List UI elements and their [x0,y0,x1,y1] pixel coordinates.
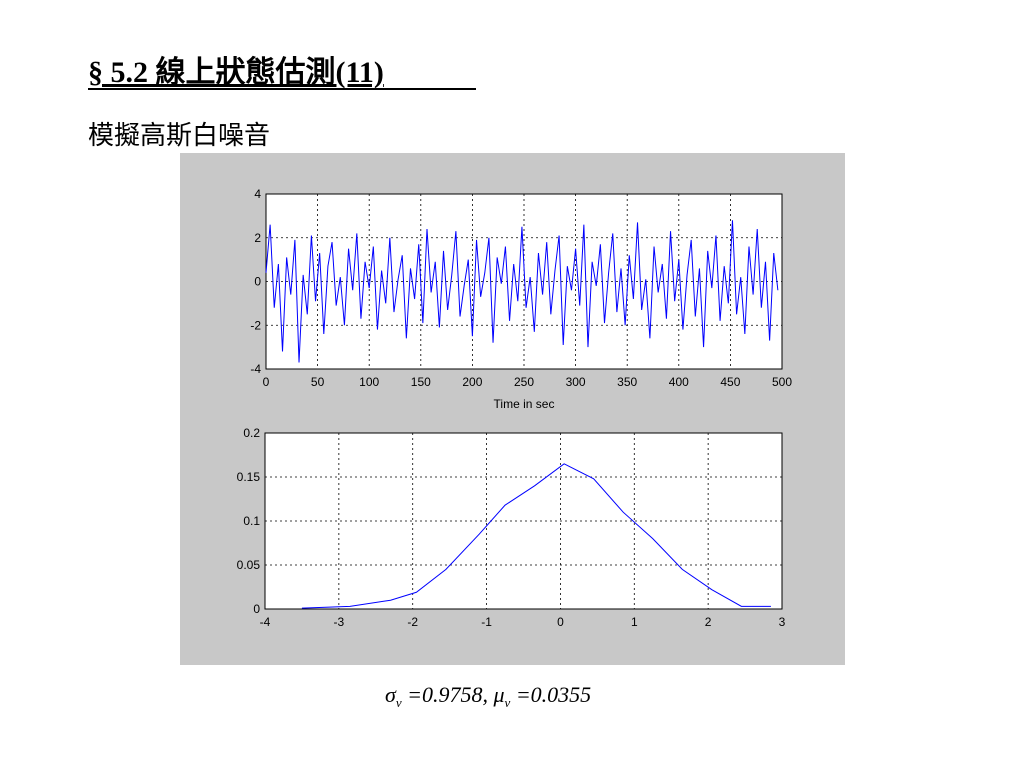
x-tick-label: 0 [263,375,270,389]
x-tick-label: 200 [462,375,482,389]
slide-subtitle: 模擬高斯白噪音 [88,121,270,150]
caption-part: =0.0355 [510,682,591,707]
x-axis-label: Time in sec [494,397,555,411]
plot-area [264,432,783,610]
y-tick-label: 0.05 [237,558,261,572]
y-tick-label: -4 [250,362,261,376]
x-tick-label: 400 [669,375,689,389]
x-tick-label: 100 [359,375,379,389]
data-line [265,220,779,363]
x-tick-label: 500 [772,375,792,389]
x-tick-label: 2 [705,615,712,629]
x-tick-label: -3 [334,615,345,629]
caption-part: σ [385,682,397,707]
x-tick-label: 3 [779,615,786,629]
slide-title: § 5.2 線上狀態估測(11) [88,55,384,89]
y-tick-label: -2 [250,318,261,332]
caption: σv =0.9758, μv =0.0355 [385,682,591,710]
y-tick-label: 0.1 [243,514,260,528]
x-tick-label: 350 [617,375,637,389]
y-tick-label: 0.15 [237,470,261,484]
x-tick-label: 1 [631,615,638,629]
x-tick-label: 150 [411,375,431,389]
y-tick-label: 0.2 [243,426,260,440]
y-tick-label: 0 [254,275,261,289]
caption-part: =0.9758, [402,682,494,707]
x-tick-label: 0 [557,615,564,629]
x-tick-label: 300 [566,375,586,389]
data-line [301,463,771,609]
x-tick-label: -4 [260,615,271,629]
x-tick-label: 250 [514,375,534,389]
x-tick-label: -1 [481,615,492,629]
caption-part: v [505,695,511,710]
y-tick-label: 0 [253,602,260,616]
x-tick-label: 450 [720,375,740,389]
caption-part: v [396,695,402,710]
y-tick-label: 2 [254,231,261,245]
caption-part: μ [493,682,505,707]
x-tick-label: 50 [311,375,325,389]
y-tick-label: 4 [254,187,261,201]
x-tick-label: -2 [407,615,418,629]
